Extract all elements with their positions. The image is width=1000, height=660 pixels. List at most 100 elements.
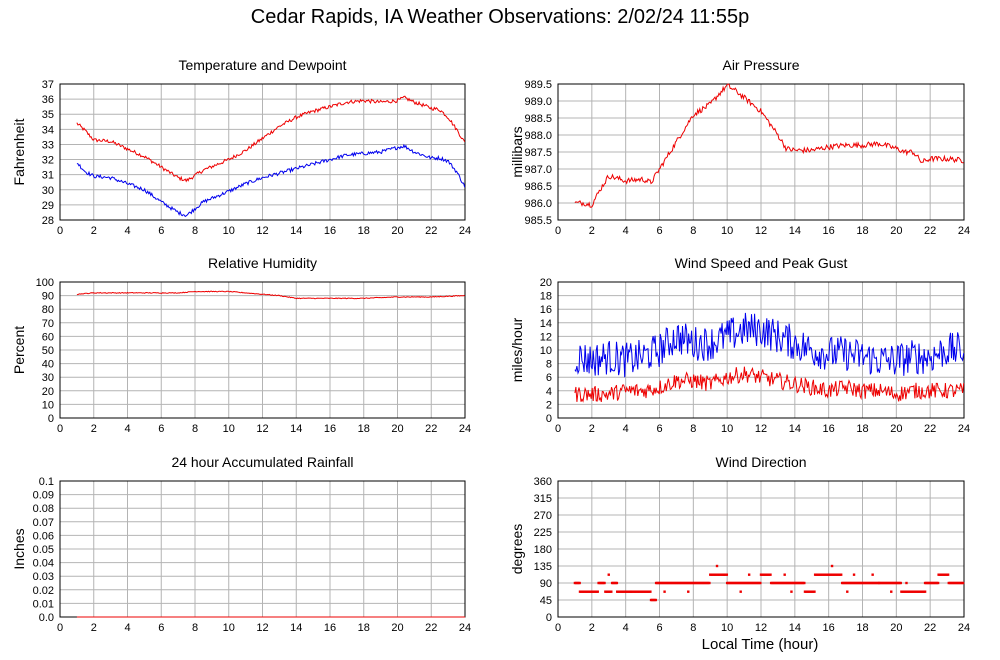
wind-direction-point (687, 590, 690, 593)
y-tick-label: 32 (42, 155, 54, 167)
x-tick-label: 12 (755, 423, 767, 435)
x-tick-label: 10 (223, 225, 235, 237)
x-tick-label: 8 (690, 423, 696, 435)
wind-direction-point (596, 590, 599, 593)
x-tick-label: 14 (290, 622, 302, 634)
wind-direction-point (905, 581, 908, 585)
wind-direction-point (783, 573, 786, 576)
wind-direction-point (852, 573, 856, 576)
x-tick-label: 14 (789, 622, 801, 634)
y-axis-label: Fahrenheit (11, 118, 27, 185)
y-tick-label: 0.08 (33, 503, 54, 515)
y-tick-label: 0 (546, 413, 552, 425)
wind-direction-point (739, 590, 742, 593)
x-tick-label: 18 (358, 423, 370, 435)
page-title: Cedar Rapids, IA Weather Observations: 2… (250, 6, 750, 28)
y-tick-label: 28 (42, 215, 54, 227)
x-tick-label: 14 (789, 423, 801, 435)
y-tick-label: 100 (36, 277, 54, 289)
y-tick-label: 4 (546, 386, 552, 398)
y-tick-label: 2 (546, 399, 552, 411)
series-line-red (76, 95, 466, 183)
y-tick-label: 0.06 (33, 530, 54, 542)
y-tick-label: 0.01 (33, 598, 54, 610)
series-line-red (574, 366, 965, 403)
x-tick-label: 20 (391, 423, 403, 435)
chart-title: Temperature and Dewpoint (178, 57, 346, 73)
y-tick-label: 988.0 (524, 130, 552, 142)
wind-direction-point (649, 590, 652, 593)
x-axis-label: Local Time (hour) (701, 636, 819, 653)
y-tick-label: 10 (42, 399, 54, 411)
x-tick-label: 20 (890, 225, 902, 237)
x-tick-label: 22 (924, 225, 936, 237)
y-tick-label: 986.5 (524, 181, 552, 193)
wind-direction-point (890, 590, 893, 593)
y-tick-label: 45 (540, 595, 552, 607)
x-tick-label: 0 (57, 423, 63, 435)
y-tick-label: 31 (42, 170, 54, 182)
x-tick-label: 24 (459, 225, 471, 237)
x-tick-label: 16 (823, 225, 835, 237)
x-tick-label: 16 (324, 423, 336, 435)
y-tick-label: 30 (42, 372, 54, 384)
series-line-red (76, 290, 465, 300)
y-tick-label: 225 (534, 527, 552, 539)
x-tick-label: 12 (755, 622, 767, 634)
wind-direction-point (899, 581, 902, 585)
x-tick-label: 6 (158, 622, 164, 634)
x-tick-label: 12 (755, 225, 767, 237)
x-tick-label: 24 (459, 622, 471, 634)
wind-direction-point (615, 581, 619, 585)
y-tick-label: 16 (540, 304, 552, 316)
wind-direction-point (654, 598, 657, 602)
x-tick-label: 6 (158, 423, 164, 435)
x-tick-label: 22 (425, 225, 437, 237)
x-tick-label: 0 (57, 225, 63, 237)
x-tick-label: 18 (856, 225, 868, 237)
y-tick-label: 20 (42, 386, 54, 398)
chart-title: Air Pressure (722, 57, 799, 73)
wind-direction-point (923, 590, 927, 593)
y-tick-label: 40 (42, 359, 54, 371)
x-tick-label: 4 (124, 423, 130, 435)
y-tick-label: 987.5 (524, 147, 552, 159)
y-tick-label: 0.05 (33, 544, 54, 556)
y-tick-label: 0 (48, 413, 54, 425)
wind-direction-point (725, 573, 729, 576)
x-tick-label: 10 (721, 423, 733, 435)
y-tick-label: 70 (42, 318, 54, 330)
x-tick-label: 10 (721, 225, 733, 237)
x-tick-label: 4 (623, 622, 629, 634)
x-tick-label: 20 (391, 225, 403, 237)
x-tick-label: 16 (823, 622, 835, 634)
x-tick-label: 20 (890, 423, 902, 435)
x-tick-label: 2 (589, 622, 595, 634)
x-tick-label: 14 (290, 423, 302, 435)
x-tick-label: 2 (91, 423, 97, 435)
y-tick-label: 90 (42, 291, 54, 303)
x-tick-label: 16 (324, 622, 336, 634)
wind-direction-point (871, 573, 874, 576)
x-tick-label: 18 (358, 622, 370, 634)
plot-frame (59, 83, 466, 221)
wind-direction-point (722, 573, 725, 576)
y-tick-label: 10 (540, 345, 552, 357)
x-tick-label: 18 (856, 423, 868, 435)
y-tick-label: 270 (534, 510, 552, 522)
y-tick-label: 0.07 (33, 517, 54, 529)
y-axis-label: millibars (509, 126, 525, 177)
y-tick-label: 37 (42, 79, 54, 91)
plot-frame (557, 480, 965, 618)
wind-direction-point (663, 590, 666, 593)
wind-direction-point (961, 581, 965, 585)
x-tick-label: 6 (656, 225, 662, 237)
x-tick-label: 6 (656, 423, 662, 435)
x-tick-label: 0 (57, 622, 63, 634)
series-line-blue (76, 143, 466, 218)
x-tick-label: 16 (823, 423, 835, 435)
y-tick-label: 35 (42, 109, 54, 121)
